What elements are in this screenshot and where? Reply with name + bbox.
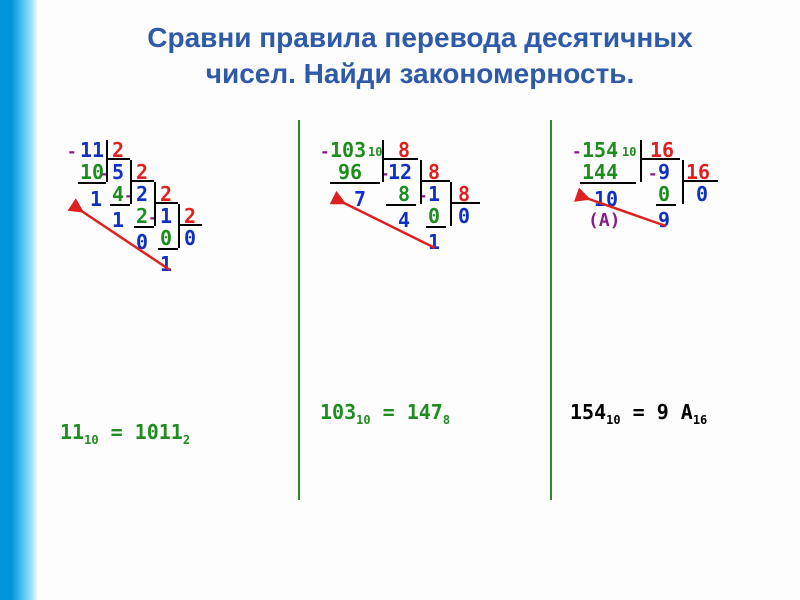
calculation-1: 103108-961287-8184-001: [320, 140, 540, 340]
arrow-1: [320, 140, 540, 340]
column-0: 112-10521-4221-2120-0011110 = 10112: [60, 140, 280, 340]
page-title: Сравни правила перевода десятичных чисел…: [80, 20, 760, 93]
result-0: 1110 = 10112: [60, 420, 190, 447]
diagram-arena: 112-10521-4221-2120-0011110 = 1011210310…: [50, 120, 790, 580]
sidebar-gradient: [0, 0, 38, 600]
divider-0: [298, 120, 300, 500]
result-2: 15410 = 9 A16: [570, 400, 707, 427]
calculation-0: 112-10521-4221-2120-001: [60, 140, 280, 340]
arrow-0: [60, 140, 280, 340]
title-line-2: чисел. Найди закономерность.: [206, 58, 635, 89]
arrow-2: [570, 140, 800, 340]
title-line-1: Сравни правила перевода десятичных: [147, 22, 693, 53]
divider-1: [550, 120, 552, 500]
column-2: 1541016-14491610-009(A)15410 = 9 A16: [570, 140, 800, 340]
result-1: 10310 = 1478: [320, 400, 450, 427]
calculation-2: 1541016-14491610-009(A): [570, 140, 800, 340]
column-1: 103108-961287-8184-00110310 = 1478: [320, 140, 540, 340]
